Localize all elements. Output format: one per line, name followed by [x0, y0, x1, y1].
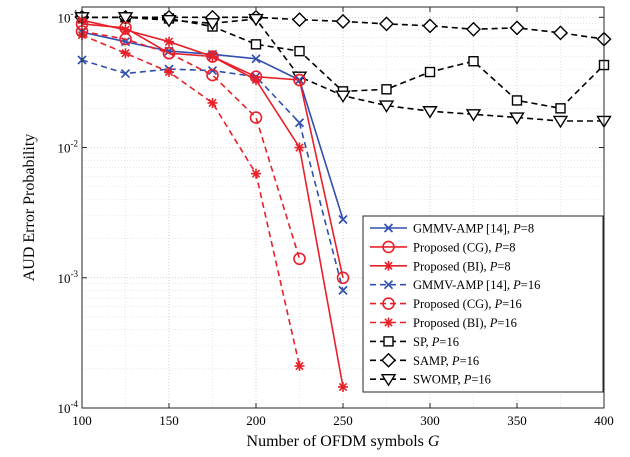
series-layer — [74, 9, 612, 392]
marker-square — [511, 95, 523, 106]
series-2 — [77, 15, 348, 392]
legend-entry: SWOMP, P=16 — [370, 373, 491, 387]
marker-x — [338, 285, 348, 295]
marker-asterisk — [120, 48, 131, 59]
marker-asterisk — [207, 97, 218, 108]
marker-square — [294, 45, 305, 57]
x-tick-label: 100 — [72, 413, 92, 428]
marker-asterisk — [294, 361, 305, 372]
marker-circle — [293, 252, 306, 266]
marker-diamond — [422, 18, 438, 34]
marker-asterisk — [251, 75, 261, 86]
y-axis-label: AUD Error Probability — [21, 134, 38, 282]
legend-label: SP, P=16 — [413, 335, 459, 349]
legend-label: SAMP, P=16 — [413, 354, 479, 368]
legend-label: SWOMP, P=16 — [413, 373, 491, 387]
marker-triangle-down — [509, 112, 525, 125]
marker-asterisk — [294, 142, 305, 153]
marker-circle — [206, 68, 219, 82]
legend-label: Proposed (BI), P=16 — [413, 316, 517, 330]
marker-triangle-down — [378, 100, 395, 113]
marker-asterisk — [251, 168, 261, 179]
marker-asterisk — [164, 36, 174, 47]
marker-triangle-down — [422, 106, 438, 119]
marker-asterisk — [383, 317, 394, 328]
marker-x — [251, 54, 261, 64]
marker-diamond — [381, 352, 396, 368]
marker-square — [383, 336, 394, 347]
marker-square — [468, 56, 479, 67]
marker-circle — [249, 111, 263, 124]
marker-x — [120, 68, 131, 79]
marker-diamond — [466, 21, 481, 37]
marker-x — [338, 214, 348, 225]
x-tick-label: 200 — [246, 413, 266, 428]
marker-x — [294, 118, 305, 128]
legend-entry: GMMV-AMP [14], P=16 — [370, 278, 540, 292]
marker-x — [383, 280, 394, 290]
marker-x — [383, 223, 394, 233]
marker-circle — [293, 73, 306, 87]
x-tick-label: 300 — [420, 413, 440, 428]
marker-triangle-down — [161, 15, 177, 28]
legend-label: Proposed (CG), P=16 — [413, 297, 522, 311]
marker-diamond — [553, 25, 568, 41]
marker-square — [250, 39, 262, 50]
marker-asterisk — [207, 51, 218, 62]
y-tick-label: 10-2 — [58, 139, 79, 156]
marker-square — [555, 103, 566, 114]
marker-circle — [162, 46, 176, 60]
marker-diamond — [379, 16, 394, 32]
marker-diamond — [292, 12, 307, 28]
legend: GMMV-AMP [14], P=8 Proposed (CG), P=8 Prop… — [362, 215, 604, 393]
legend-label: Proposed (BI), P=8 — [413, 259, 511, 273]
marker-asterisk — [164, 67, 174, 78]
x-tick-label: 350 — [507, 413, 527, 428]
marker-triangle-down — [552, 115, 569, 129]
y-tick-label: 10-1 — [58, 8, 79, 25]
legend-entry: SAMP, P=16 — [370, 352, 479, 368]
legend-entry: GMMV-AMP [14], P=8 — [370, 222, 534, 236]
x-tick-label: 250 — [333, 413, 353, 428]
legend-label: GMMV-AMP [14], P=16 — [413, 278, 540, 292]
marker-square — [381, 84, 392, 95]
marker-triangle-down — [335, 90, 351, 104]
legend-entry: Proposed (BI), P=16 — [370, 316, 517, 330]
legend-entry: SP, P=16 — [370, 335, 459, 349]
marker-diamond — [509, 20, 525, 36]
x-tick-label: 150 — [159, 413, 179, 428]
marker-diamond — [335, 13, 351, 29]
x-tick-label: 400 — [594, 413, 614, 428]
marker-asterisk — [338, 381, 348, 392]
marker-asterisk — [383, 260, 394, 271]
legend-entry: Proposed (CG), P=16 — [370, 297, 522, 311]
axes-layer: 100 150 200 250 300 350 400 10-4 10-3 10-2 10-1 Num… — [21, 6, 614, 450]
marker-triangle-down — [380, 374, 397, 387]
marker-circle — [382, 297, 395, 310]
marker-circle — [382, 240, 395, 254]
marker-asterisk — [120, 24, 131, 35]
series-line — [81, 34, 301, 367]
marker-circle — [206, 50, 219, 63]
marker-triangle-down — [465, 109, 482, 122]
legend-label: Proposed (CG), P=8 — [413, 240, 516, 254]
legend-entry: Proposed (BI), P=8 — [370, 259, 511, 273]
marker-triangle-down — [248, 13, 264, 27]
legend-label: GMMV-AMP [14], P=8 — [413, 222, 534, 236]
legend-entry: Proposed (CG), P=8 — [370, 240, 516, 254]
series-line — [81, 30, 301, 259]
marker-triangle-down — [117, 12, 134, 25]
y-tick-label: 10-3 — [58, 269, 79, 286]
marker-triangle-down — [204, 18, 221, 31]
marker-circle — [336, 271, 350, 285]
x-axis-label: Number of OFDM symbols G — [247, 433, 440, 450]
marker-square — [424, 66, 436, 78]
y-tick-label: 10-4 — [58, 399, 79, 416]
